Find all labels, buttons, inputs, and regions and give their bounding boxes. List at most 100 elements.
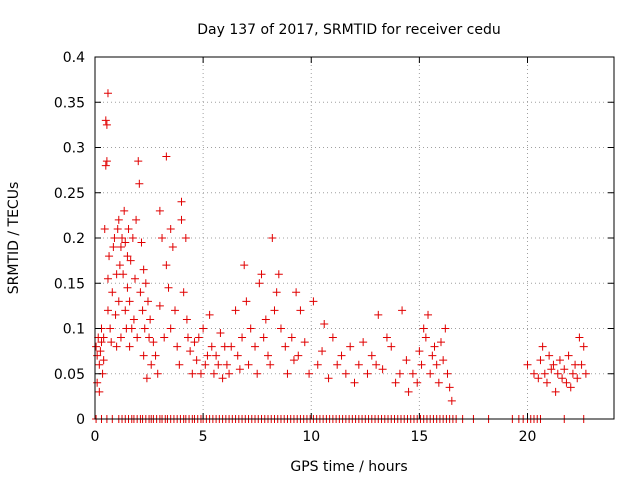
y-tick-label: 0.2	[63, 231, 85, 247]
data-point	[99, 333, 108, 342]
data-point	[131, 274, 140, 283]
data-point	[120, 206, 129, 215]
data-point	[96, 347, 105, 356]
data-point	[127, 324, 136, 333]
data-point	[151, 351, 160, 360]
data-point	[116, 243, 125, 252]
data-point	[125, 297, 134, 306]
data-point	[124, 224, 133, 233]
data-point	[259, 333, 268, 342]
data-point	[199, 324, 208, 333]
data-point	[149, 338, 158, 347]
x-tick-label: 20	[519, 429, 537, 445]
data-point	[115, 261, 124, 270]
data-point	[555, 356, 564, 365]
data-point	[372, 360, 381, 369]
data-point	[212, 351, 221, 360]
data-point	[536, 356, 545, 365]
data-point	[424, 310, 433, 319]
data-point	[192, 356, 201, 365]
data-point	[214, 360, 223, 369]
data-point	[173, 342, 182, 351]
data-point	[529, 369, 538, 378]
y-tick-label: 0.4	[63, 50, 85, 66]
data-point	[413, 378, 422, 387]
y-tick-label: 0.05	[54, 367, 85, 383]
data-point	[445, 383, 454, 392]
data-point	[166, 224, 175, 233]
data-point	[434, 378, 443, 387]
data-point	[289, 356, 298, 365]
data-point	[398, 306, 407, 315]
data-point	[318, 347, 327, 356]
data-point	[402, 356, 411, 365]
x-tick-label: 15	[410, 429, 428, 445]
data-point	[419, 324, 428, 333]
data-point	[102, 157, 111, 166]
data-point	[133, 333, 142, 342]
data-point	[324, 374, 333, 383]
data-point	[568, 369, 577, 378]
data-point	[140, 324, 149, 333]
data-point	[558, 374, 567, 383]
data-point	[255, 279, 264, 288]
data-point	[102, 120, 111, 129]
data-point	[166, 324, 175, 333]
data-point	[551, 387, 560, 396]
plot-frame	[94, 56, 615, 420]
data-point	[359, 338, 368, 347]
data-point	[164, 283, 173, 292]
data-point	[93, 351, 102, 360]
data-point	[101, 161, 110, 170]
data-point	[305, 369, 314, 378]
data-point	[253, 369, 262, 378]
data-point	[95, 387, 104, 396]
x-tick-label: 5	[199, 429, 208, 445]
data-point	[121, 306, 130, 315]
data-point	[128, 234, 137, 242]
data-point	[240, 261, 249, 270]
data-point	[439, 356, 448, 365]
data-point	[139, 351, 148, 360]
data-point	[266, 360, 275, 369]
data-point	[171, 306, 180, 315]
data-point	[143, 297, 152, 306]
data-point	[562, 378, 571, 387]
data-point	[205, 310, 214, 319]
data-point	[268, 234, 277, 242]
data-point	[123, 252, 132, 261]
data-point	[276, 324, 285, 333]
data-point	[566, 383, 575, 392]
data-point	[110, 234, 119, 242]
data-point	[296, 306, 305, 315]
data-point	[244, 360, 253, 369]
data-point	[270, 306, 279, 315]
y-tick-label: 0.1	[63, 322, 85, 338]
data-point	[367, 351, 376, 360]
data-point	[114, 297, 123, 306]
data-point	[136, 288, 145, 297]
data-point	[577, 360, 586, 369]
data-point	[105, 252, 114, 261]
data-point	[553, 369, 562, 378]
data-point	[540, 369, 549, 378]
data-point	[146, 315, 155, 324]
data-point	[313, 360, 322, 369]
data-point	[257, 270, 266, 279]
chart-title: Day 137 of 2017, SRMTID for receiver ced…	[197, 22, 500, 38]
data-point	[92, 342, 101, 351]
data-point	[281, 342, 290, 351]
data-point	[581, 369, 590, 378]
data-point	[155, 206, 164, 215]
data-point	[162, 261, 171, 270]
data-point	[538, 342, 547, 351]
y-tick-label: 0.15	[54, 276, 85, 292]
grid	[95, 57, 614, 419]
data-point	[112, 342, 121, 351]
data-point	[103, 306, 112, 315]
data-point	[111, 310, 120, 319]
data-point	[294, 351, 303, 360]
data-point	[168, 243, 177, 252]
data-point	[138, 306, 147, 315]
